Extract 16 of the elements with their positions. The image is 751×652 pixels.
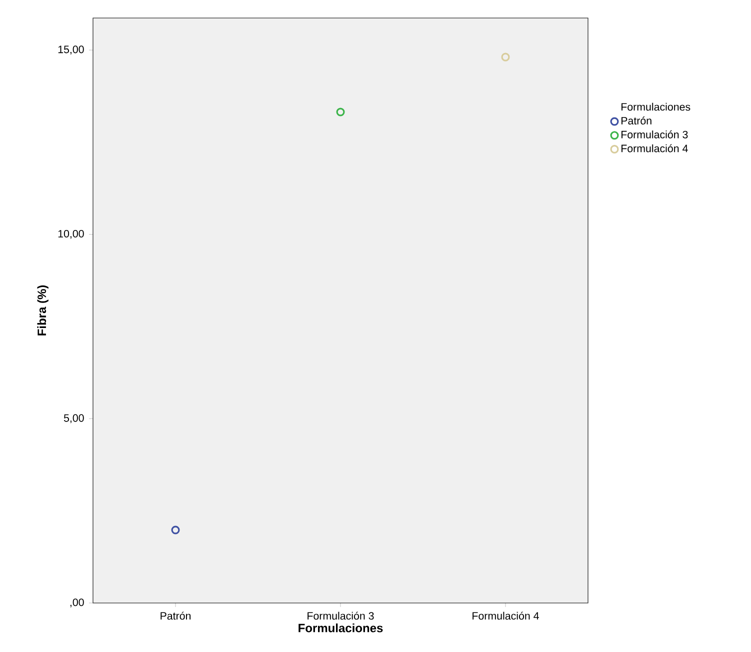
x-tick-label: Formulación 4 (472, 612, 539, 620)
y-tick-label: 10,00 (58, 230, 84, 239)
point (336, 108, 345, 116)
y-axis-title: Fibra (%) (37, 285, 48, 336)
legend-title: Formulaciones (622, 102, 690, 111)
y-tick-label: 5,00 (64, 414, 84, 424)
x-tick-label: Formulación 3 (308, 612, 374, 620)
y-tick-label: 15,00 (58, 46, 84, 54)
point (501, 52, 510, 62)
x-tick-label: Patrón (160, 612, 191, 620)
legend-label: Formulación 4 (622, 144, 688, 152)
y-tick-label: ,00 (70, 598, 84, 608)
point (171, 526, 180, 534)
legend-label: Formulación 3 (622, 130, 688, 138)
x-axis-title: Formulaciones (298, 623, 383, 632)
legend-label: Patrón (622, 116, 652, 125)
